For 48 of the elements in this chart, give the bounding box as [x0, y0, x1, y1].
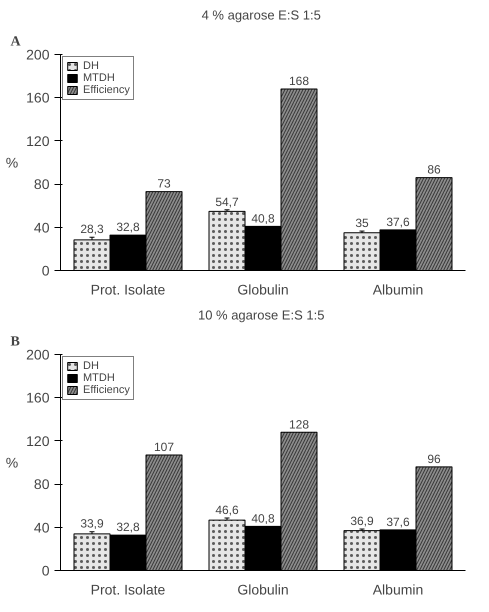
y-tick-label: 0 — [42, 562, 50, 578]
y-axis-title: % — [6, 454, 18, 470]
x-tick-label: Prot. Isolate — [90, 282, 166, 298]
y-tick-label: 200 — [26, 46, 50, 62]
chart-title: 4 % agarose E:S 1:5 — [202, 8, 321, 22]
data-label: 35 — [355, 216, 369, 230]
data-label: 32,8 — [116, 520, 140, 534]
x-tick-label: Prot. Isolate — [90, 582, 166, 598]
data-label: 28,3 — [80, 222, 104, 236]
y-tick-label: 80 — [34, 176, 50, 192]
y-tick-label: 120 — [26, 132, 50, 149]
y-tick-label: 200 — [26, 346, 50, 362]
data-label: 37,6 — [386, 214, 410, 229]
y-tick-label: 0 — [42, 262, 50, 278]
text: B — [10, 334, 20, 350]
x-tick-label: Albumin — [372, 282, 424, 298]
y-tick-label: 80 — [34, 476, 50, 492]
y-tick-label: 40 — [34, 519, 50, 536]
data-label: 54,7 — [215, 194, 240, 209]
y-tick-label: 160 — [26, 390, 50, 406]
legend-label: MTDH — [83, 372, 115, 384]
data-label: 168 — [288, 74, 310, 88]
y-tick-label: 160 — [26, 90, 50, 106]
data-label: 36,9 — [350, 514, 374, 528]
data-label: 33,9 — [80, 516, 104, 531]
legend-label: Efficiency — [83, 84, 130, 96]
legend-label: DH — [83, 60, 100, 72]
data-label: 40,8 — [251, 211, 276, 226]
data-label: 107 — [154, 440, 174, 454]
x-tick-label: Globulin — [237, 282, 289, 298]
data-label: 37,6 — [386, 514, 410, 529]
legend-label: DH — [83, 360, 100, 372]
data-label: 40,8 — [251, 511, 276, 526]
y-axis-title: % — [6, 154, 18, 170]
data-label: 46,6 — [215, 503, 240, 518]
x-tick-label: Globulin — [237, 582, 289, 598]
data-label: 86 — [427, 162, 441, 177]
y-tick-label: 120 — [26, 432, 50, 449]
chart-title: 10 % agarose E:S 1:5 — [198, 308, 324, 322]
legend-label: MTDH — [83, 72, 115, 84]
data-label: 128 — [288, 417, 310, 432]
x-tick-label: Albumin — [372, 582, 424, 598]
data-label: 96 — [427, 452, 441, 466]
y-tick-label: 40 — [34, 219, 50, 236]
text: A — [10, 34, 22, 50]
data-label: 73 — [157, 176, 171, 191]
legend-label: Efficiency — [83, 384, 130, 396]
data-label: 32,8 — [116, 220, 140, 234]
